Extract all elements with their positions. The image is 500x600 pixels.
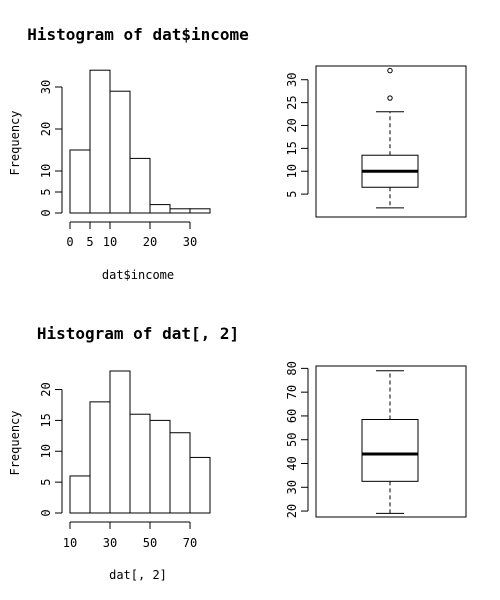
- column2-boxplot: 20 30 40 50 60 70 80: [285, 361, 467, 518]
- y-tick-label: 5: [39, 479, 53, 486]
- x-axis-label: dat$income: [102, 268, 174, 282]
- y-tick-label: 30: [285, 73, 299, 87]
- histogram-bar: [169, 208, 191, 214]
- histogram-bar: [69, 475, 91, 514]
- y-tick-label: 10: [285, 164, 299, 178]
- histogram-bar: [149, 204, 171, 214]
- y-tick-label: 15: [285, 141, 299, 155]
- histogram-bar: [89, 69, 111, 214]
- histogram-bar: [189, 208, 211, 214]
- outlier-point: [387, 67, 393, 74]
- y-tick-label: 20: [39, 122, 53, 136]
- histogram-bar: [109, 370, 131, 514]
- histogram-bar: [129, 157, 151, 214]
- histogram-bar: [149, 419, 171, 514]
- x-tick-label: 50: [143, 536, 157, 550]
- x-tick-label: 10: [103, 235, 117, 249]
- y-tick-label: 10: [39, 444, 53, 458]
- y-axis-label: Frequency: [8, 410, 22, 475]
- x-tick-label: 30: [103, 536, 117, 550]
- y-tick-label: 25: [285, 95, 299, 109]
- x-tick-label: 20: [143, 235, 157, 249]
- y-tick-label: 0: [39, 209, 53, 216]
- y-tick-label: 80: [285, 361, 299, 375]
- income-boxplot: 5 10 15 20 25 30: [285, 65, 467, 218]
- outlier-point: [387, 95, 393, 101]
- x-tick-label: 30: [183, 235, 197, 249]
- histogram-bar: [109, 90, 131, 214]
- y-tick-label: 30: [285, 480, 299, 494]
- y-tick-label: 30: [39, 80, 53, 94]
- histogram-bar: [129, 413, 151, 514]
- y-tick-label: 20: [39, 382, 53, 396]
- y-tick-label: 70: [285, 385, 299, 399]
- x-axis-label: dat[, 2]: [109, 568, 167, 582]
- histogram-bar: [189, 456, 211, 514]
- x-tick-label: 70: [183, 536, 197, 550]
- y-tick-label: 5: [39, 188, 53, 195]
- plot-frame: [315, 65, 467, 218]
- x-tick-label: 0: [66, 235, 73, 249]
- column2-histogram: Histogram of dat[, 2] dat[, 2] Frequency…: [8, 324, 239, 582]
- chart-title: Histogram of dat$income: [27, 25, 249, 44]
- y-tick-label: 40: [285, 456, 299, 470]
- y-tick-label: 15: [39, 413, 53, 427]
- y-tick-label: 0: [39, 509, 53, 516]
- x-tick-label: 5: [86, 235, 93, 249]
- y-tick-label: 60: [285, 409, 299, 423]
- y-axis-label: Frequency: [8, 110, 22, 175]
- x-tick-label: 10: [63, 536, 77, 550]
- y-tick-label: 20: [285, 118, 299, 132]
- y-tick-label: 50: [285, 432, 299, 446]
- plot-frame: [315, 365, 467, 518]
- y-tick-label: 20: [285, 504, 299, 518]
- y-tick-label: 5: [285, 191, 299, 198]
- histogram-bar: [89, 401, 111, 514]
- y-tick-label: 10: [39, 164, 53, 178]
- histogram-bar: [169, 432, 191, 514]
- histogram-bar: [69, 149, 91, 214]
- income-histogram: Histogram of dat$income dat$income Frequ…: [8, 25, 249, 282]
- interquartile-box: [361, 419, 419, 482]
- chart-title: Histogram of dat[, 2]: [37, 324, 239, 343]
